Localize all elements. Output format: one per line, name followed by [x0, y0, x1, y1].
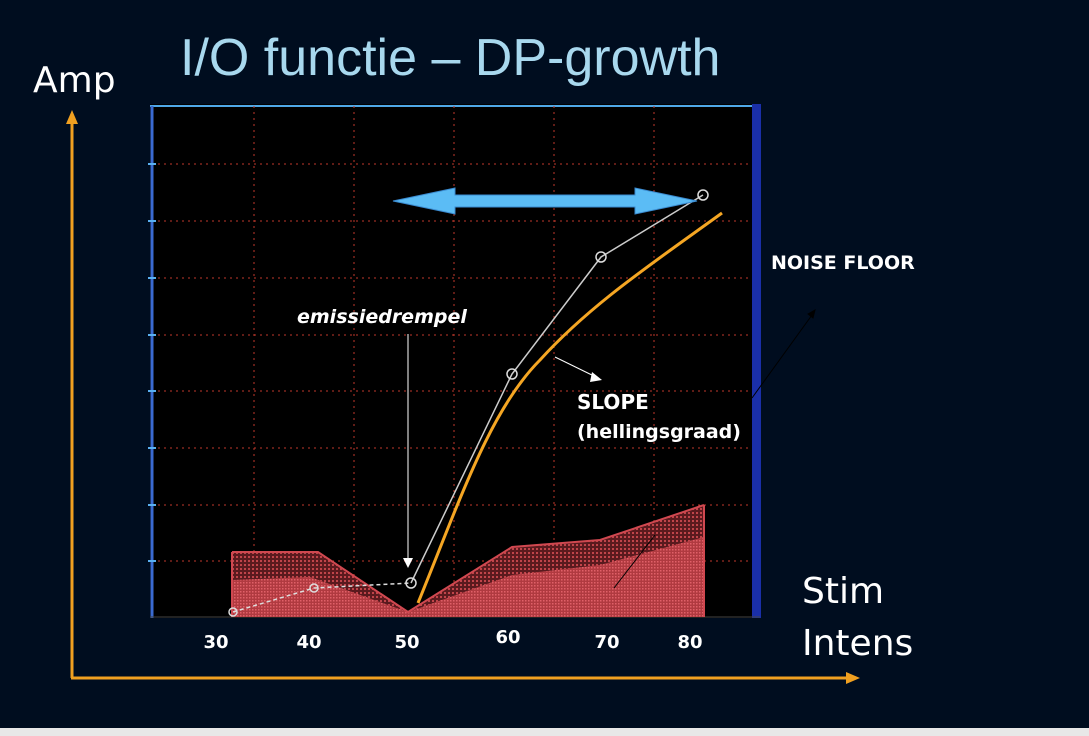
x-tick-label: 30	[203, 632, 228, 653]
x-axis-label-line1: Stim	[802, 571, 885, 612]
data-point	[506, 368, 518, 380]
x-tick-labels: 30 40 50 60 70 80	[203, 627, 702, 653]
dp-growth-curve	[228, 189, 709, 617]
bottom-strip	[0, 728, 1089, 736]
y-ticks	[148, 163, 156, 562]
data-point	[697, 189, 709, 201]
noise-floor-label: NOISE FLOOR	[771, 252, 915, 274]
x-tick-label: 50	[394, 632, 419, 653]
data-point	[595, 251, 607, 263]
noise-floor-area	[231, 504, 705, 617]
x-tick-label: 60	[495, 627, 520, 648]
slide-title: I/O functie – DP-growth	[180, 29, 721, 87]
slope-curve	[416, 211, 723, 604]
y-axis-label: Amp	[33, 60, 116, 101]
x-axis-label-line2: Intens	[802, 623, 914, 664]
threshold-label: emissiedrempel	[297, 306, 467, 328]
x-tick-label: 80	[677, 632, 702, 653]
data-point	[405, 577, 417, 589]
slope-sublabel: (hellingsgraad)	[577, 421, 741, 443]
x-axis-label: Stim Intens	[802, 566, 913, 670]
threshold-pointer	[403, 334, 413, 568]
x-tick-label: 70	[594, 632, 619, 653]
plot-right-border	[752, 104, 761, 618]
data-point	[309, 583, 319, 593]
range-double-arrow	[392, 187, 698, 215]
noise-floor-pointer	[613, 308, 816, 589]
slope-label: SLOPE	[577, 390, 649, 414]
data-point	[228, 607, 238, 617]
slope-pointer	[554, 356, 602, 382]
x-tick-label: 40	[296, 632, 321, 653]
outer-axes	[66, 110, 860, 684]
